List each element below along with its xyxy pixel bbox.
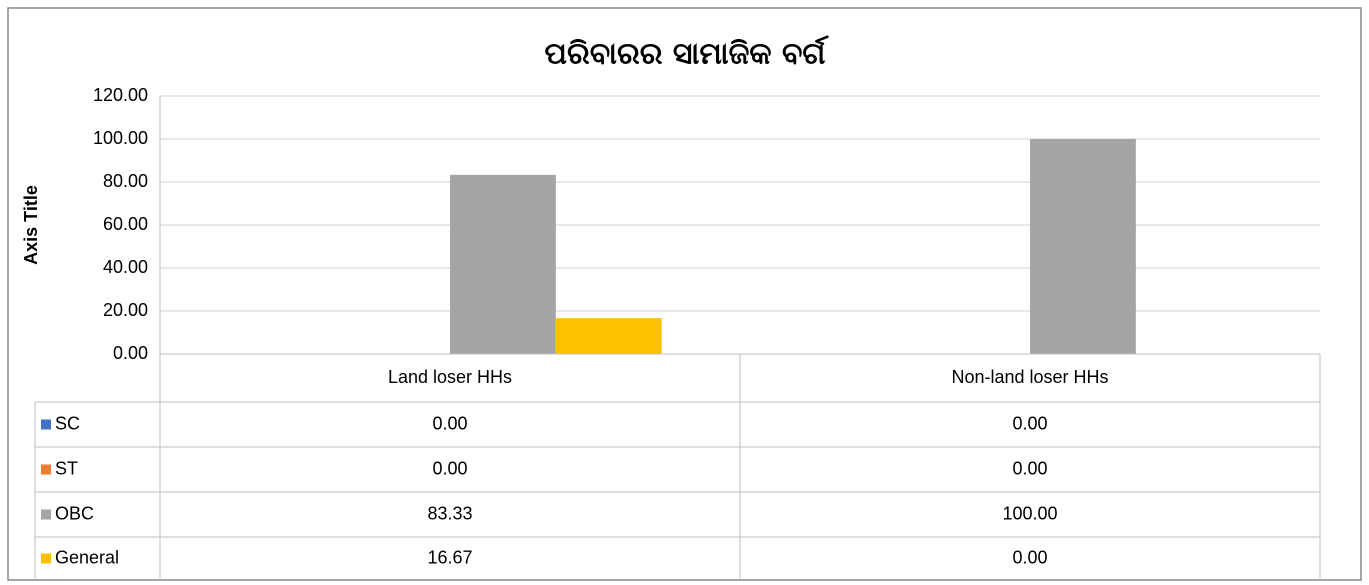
y-axis-title: Axis Title <box>21 185 41 265</box>
legend-key <box>41 509 51 520</box>
chart-title: ପରିବାରର ସାମାଜିକ ବର୍ଗ <box>545 36 830 72</box>
legend-label: General <box>55 547 119 567</box>
legend-key <box>41 553 51 564</box>
y-tick-label: 80.00 <box>103 171 148 191</box>
table-value: 0.00 <box>1012 413 1047 433</box>
table-value: 83.33 <box>427 503 472 523</box>
bar <box>555 318 662 354</box>
legend-label: SC <box>55 413 80 433</box>
table-value: 16.67 <box>427 547 472 567</box>
bar <box>1030 139 1136 354</box>
legend-key <box>41 419 51 430</box>
y-tick-label: 120.00 <box>93 85 148 105</box>
legend-label: OBC <box>55 503 94 523</box>
chart-border <box>7 7 1362 581</box>
y-tick-label: 0.00 <box>113 343 148 363</box>
y-tick-label: 20.00 <box>103 300 148 320</box>
table-value: 100.00 <box>1002 503 1057 523</box>
x-tick-label: Land loser HHs <box>388 367 512 387</box>
legend-key <box>41 464 51 475</box>
legend-label: ST <box>55 458 78 478</box>
table-value: 0.00 <box>1012 458 1047 478</box>
bar <box>450 174 556 354</box>
table-value: 0.00 <box>432 458 467 478</box>
table-value: 0.00 <box>1012 547 1047 567</box>
y-tick-label: 60.00 <box>103 214 148 234</box>
x-tick-label: Non-land loser HHs <box>951 367 1108 387</box>
y-tick-label: 100.00 <box>93 128 148 148</box>
table-value: 0.00 <box>432 413 467 433</box>
y-tick-label: 40.00 <box>103 257 148 277</box>
